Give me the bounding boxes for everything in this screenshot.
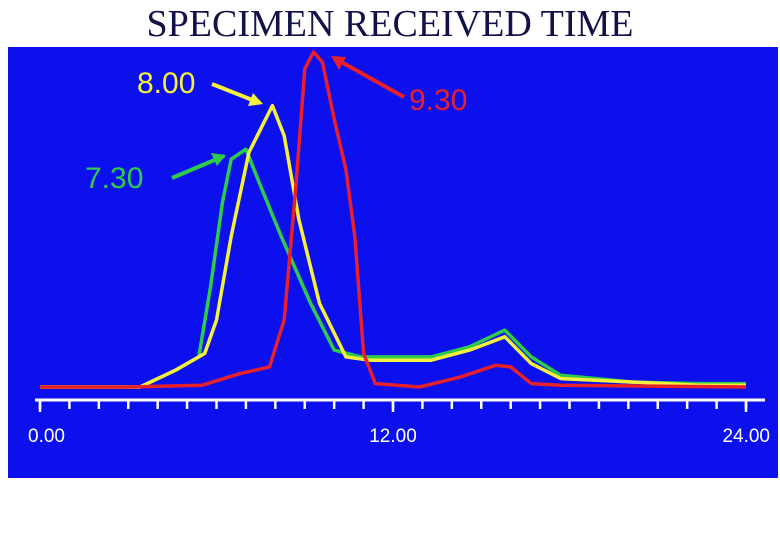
data-line xyxy=(40,147,746,389)
plot-area: 0.00 12.00 24.00 xyxy=(28,50,770,447)
arrow-head xyxy=(211,153,226,166)
arrow-head xyxy=(248,93,263,106)
x-tick-label: 24.00 xyxy=(722,426,770,447)
data-line xyxy=(40,103,746,389)
chart-title: SPECIMEN RECEIVED TIME xyxy=(147,3,634,45)
series-label: 8.00 xyxy=(137,67,195,100)
series-label: 9.30 xyxy=(409,84,467,117)
plot-panel xyxy=(8,47,778,478)
arrow-head xyxy=(331,56,346,70)
data-line xyxy=(40,50,747,389)
x-tick-label: 0.00 xyxy=(28,426,65,447)
series-label: 7.30 xyxy=(85,162,143,195)
x-tick-label: 12.00 xyxy=(369,426,417,447)
arrow xyxy=(335,57,405,99)
